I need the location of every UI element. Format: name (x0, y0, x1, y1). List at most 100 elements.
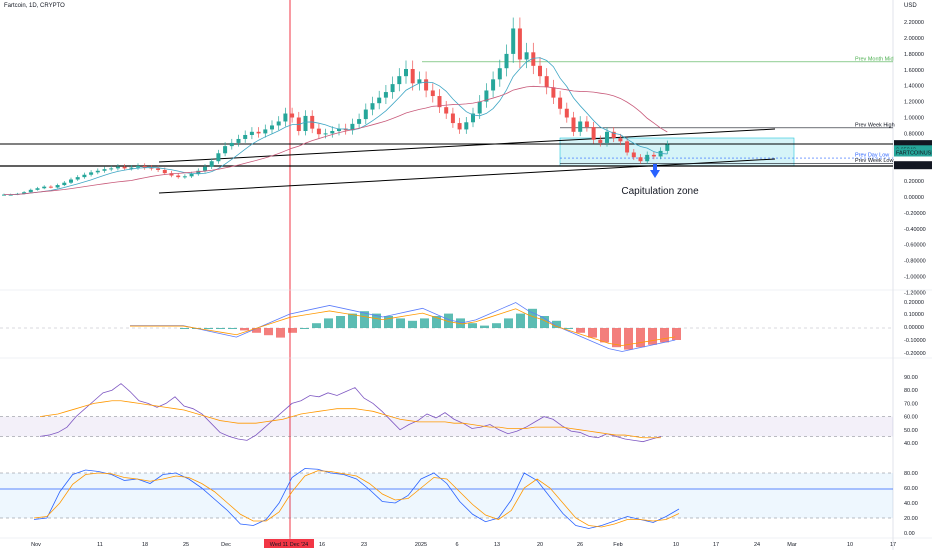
macd-tick-label: -0.20000 (904, 351, 926, 357)
macd-histogram-bar (612, 328, 621, 348)
macd-histogram-bar (204, 328, 213, 329)
x-axis-tick-label: 24 (754, 542, 760, 548)
macd-histogram-bar (312, 323, 321, 328)
candle-body (390, 84, 395, 93)
macd-histogram-bar (540, 316, 549, 328)
x-axis-tick-label: 6 (455, 542, 458, 548)
candle-body (611, 131, 616, 139)
y-axis-tick-label: 2.00000 (904, 36, 924, 42)
event-date-label: Wed 11 Dec '24 (270, 542, 308, 548)
candle-body (182, 176, 187, 178)
candle-body (357, 119, 362, 124)
candle-body (35, 188, 40, 190)
x-axis-tick-label: 10 (847, 542, 853, 548)
y-axis-tick-label: -0.60000 (904, 243, 926, 249)
macd-histogram-bar (588, 328, 597, 338)
candle-body (430, 90, 435, 97)
candle-body (471, 113, 475, 123)
macd-histogram-bar (264, 328, 273, 336)
rsi-tick-label: 70.00 (904, 401, 918, 407)
candle-body (538, 65, 542, 77)
candle-body (82, 174, 87, 178)
macd-histogram-bar (528, 308, 537, 328)
y-axis-tick-label: 0.20000 (904, 179, 924, 185)
macd-histogram-bar (444, 313, 453, 328)
y-axis-tick-label: -1.20000 (904, 290, 926, 296)
candle-body (229, 142, 234, 147)
candle-body (323, 133, 328, 135)
macd-histogram-bar (648, 328, 657, 345)
stoch-tick-label: 60.00 (904, 486, 918, 492)
x-axis-tick-label: Dec (221, 542, 231, 548)
macd-histogram-bar (600, 328, 609, 343)
macd-line (130, 302, 676, 352)
x-axis-tick-label: Nov (31, 542, 41, 548)
candle-body (136, 165, 140, 168)
macd-histogram-bar (552, 320, 561, 328)
macd-histogram-bar (240, 328, 249, 331)
candle-body (122, 166, 127, 169)
macd-histogram-bar (576, 328, 585, 333)
stoch-k-line (33, 468, 680, 529)
y-axis-tick-label: 1.20000 (904, 100, 924, 106)
trendline-lower-channel (158, 158, 776, 194)
candle-body (337, 128, 341, 132)
macd-histogram-bar (252, 328, 261, 333)
candle-body (62, 182, 67, 186)
candle-body (69, 179, 73, 183)
macd-histogram-bar (492, 323, 501, 328)
macd-histogram-bar (480, 325, 489, 328)
candle-body (377, 97, 382, 104)
macd-histogram-bar (336, 316, 345, 328)
macd-histogram-bar (288, 328, 297, 333)
candle-body (477, 101, 482, 114)
macd-histogram-bar (384, 316, 393, 328)
candle-body (618, 138, 623, 142)
macd-histogram-bar (324, 318, 333, 328)
macd-histogram-bar (180, 328, 189, 329)
candle-body (316, 128, 321, 135)
candle-body (410, 69, 415, 84)
candle-body (665, 144, 670, 151)
candle-body (129, 167, 134, 169)
candle-body (437, 96, 442, 108)
candle-body (497, 68, 502, 80)
candle-body (216, 153, 221, 162)
y-axis-tick-label: -1.00000 (904, 275, 926, 281)
x-axis-tick-label: 10 (673, 542, 679, 548)
y-axis-tick-label: 0.00000 (904, 195, 924, 201)
candle-body (95, 170, 100, 173)
y-axis-tick-label: -0.40000 (904, 227, 926, 233)
candle-body (115, 166, 120, 169)
macd-histogram-bar (408, 320, 417, 328)
candle-body (290, 113, 295, 118)
ma-fast-line (4, 57, 668, 196)
macd-histogram-bar (348, 313, 357, 328)
candle-body (75, 177, 80, 180)
candle-body (564, 108, 569, 118)
candle-body (156, 168, 161, 170)
candle-body (223, 146, 228, 154)
candle-body (524, 52, 529, 60)
level-label: Prev Week High (855, 122, 895, 128)
candle-body (303, 115, 308, 132)
symbol-title: Fartcoin, 1D, CRYPTO (4, 3, 65, 9)
candle-body (270, 125, 274, 130)
candle-body (243, 134, 248, 139)
macd-histogram-bar (432, 316, 441, 328)
macd-tick-label: -0.10000 (904, 338, 926, 344)
candle-body (383, 92, 388, 98)
candle-body (42, 186, 47, 189)
candle-body (370, 103, 375, 110)
x-axis-tick-label: 20 (537, 542, 543, 548)
trendline-upper-channel (158, 128, 776, 163)
candle-body (330, 131, 335, 134)
level-label: Prev Month Mid (855, 56, 894, 62)
candle-body (162, 169, 167, 174)
candle-body (517, 28, 522, 60)
macd-histogram-bar (300, 328, 309, 329)
candle-body (605, 131, 609, 143)
candle-body (397, 76, 402, 85)
level-label: Prev Day Low (855, 153, 889, 159)
